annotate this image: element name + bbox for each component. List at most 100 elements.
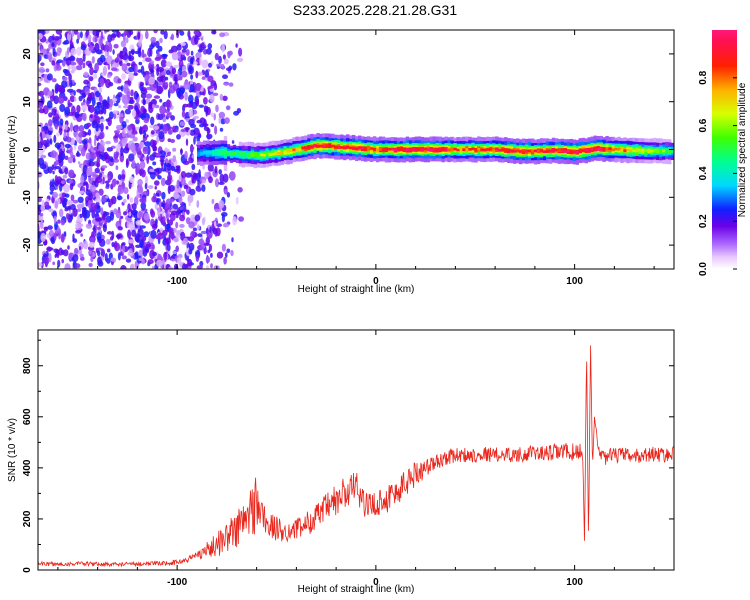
noise-blob	[97, 57, 103, 66]
band-cell	[208, 150, 213, 155]
noise-blob	[211, 30, 217, 35]
noise-blob	[156, 76, 164, 82]
noise-blob	[113, 208, 118, 215]
noise-blob	[141, 235, 147, 242]
noise-blob	[53, 134, 57, 143]
band-cell	[358, 146, 362, 150]
noise-blob	[74, 247, 79, 254]
noise-blob	[185, 138, 189, 146]
noise-blob	[210, 263, 213, 269]
noise-blob	[208, 244, 212, 252]
noise-blob	[156, 85, 164, 95]
noise-blob	[160, 177, 166, 187]
noise-blob	[51, 42, 55, 48]
noise-blob	[185, 49, 190, 56]
band-cell	[450, 147, 454, 151]
noise-blob	[76, 38, 79, 44]
band-cell	[319, 144, 323, 148]
noise-blob	[96, 156, 101, 165]
noise-blob	[69, 182, 74, 191]
noise-blob	[203, 119, 207, 129]
band-cell	[271, 152, 275, 156]
band-cell	[432, 148, 436, 152]
noise-blob	[193, 61, 198, 65]
noise-blob	[187, 194, 194, 203]
noise-blob	[80, 175, 85, 184]
noise-blob	[141, 259, 146, 265]
noise-blob	[145, 30, 149, 40]
band-cell	[232, 152, 237, 155]
band-cell	[557, 149, 562, 152]
noise-blob	[196, 200, 200, 208]
noise-blob	[94, 42, 100, 53]
band-cell	[465, 148, 469, 151]
noise-blob	[142, 58, 146, 63]
noise-blob	[203, 97, 208, 105]
band-cell	[387, 147, 392, 151]
noise-blob	[155, 192, 160, 197]
noise-blob	[159, 55, 163, 59]
band-cell	[560, 149, 565, 152]
noise-blob	[153, 168, 160, 172]
noise-blob	[149, 249, 156, 260]
noise-blob	[76, 104, 81, 113]
noise-blob	[107, 96, 110, 105]
band-cell	[545, 150, 550, 153]
noise-blob	[167, 138, 172, 143]
band-cell	[366, 147, 371, 151]
noise-blob	[113, 178, 117, 186]
noise-blob	[111, 241, 115, 248]
noise-blob	[131, 159, 136, 169]
noise-blob	[95, 30, 100, 37]
noise-blob	[196, 224, 200, 231]
noise-blob	[64, 106, 71, 116]
noise-blob	[194, 130, 201, 135]
noise-blob	[166, 163, 172, 171]
noise-blob	[38, 82, 42, 87]
noise-blob	[68, 73, 72, 82]
noise-blob	[46, 73, 53, 81]
noise-blob	[51, 108, 57, 116]
band-cell	[471, 147, 475, 153]
noise-blob	[207, 249, 211, 254]
noise-blob	[59, 208, 64, 218]
noise-blob	[93, 137, 97, 147]
noise-blob	[170, 139, 176, 143]
band-cell	[346, 145, 350, 149]
noise-blob	[171, 258, 176, 262]
noise-blob	[49, 138, 53, 145]
noise-blob	[195, 98, 200, 107]
noise-blob	[232, 216, 238, 226]
noise-blob	[85, 223, 93, 229]
noise-blob	[153, 95, 161, 99]
noise-blob	[196, 71, 203, 76]
noise-blob	[64, 263, 71, 269]
noise-blob	[85, 200, 89, 207]
noise-blob	[123, 105, 129, 109]
band-cell	[641, 148, 645, 152]
noise-blob	[83, 240, 88, 250]
band-cell	[536, 149, 541, 153]
noise-blob	[111, 97, 118, 102]
noise-blob	[57, 219, 61, 224]
noise-blob	[134, 64, 138, 74]
noise-blob	[72, 199, 79, 204]
noise-blob	[223, 256, 227, 265]
band-cell	[516, 149, 520, 153]
noise-blob	[188, 94, 194, 104]
colorbar-label: Normalized spectral amplitude	[737, 82, 748, 217]
noise-blob	[160, 59, 167, 68]
noise-blob	[127, 229, 132, 239]
noise-blob	[204, 69, 210, 78]
noise-blob	[70, 194, 75, 202]
band-cell	[635, 149, 639, 152]
noise-blob	[107, 116, 112, 127]
noise-blob	[102, 213, 106, 221]
noise-blob	[59, 148, 63, 158]
noise-blob	[77, 223, 84, 228]
noise-blob	[180, 128, 187, 133]
noise-blob	[180, 177, 186, 186]
noise-blob	[89, 30, 93, 34]
noise-blob	[53, 36, 60, 41]
